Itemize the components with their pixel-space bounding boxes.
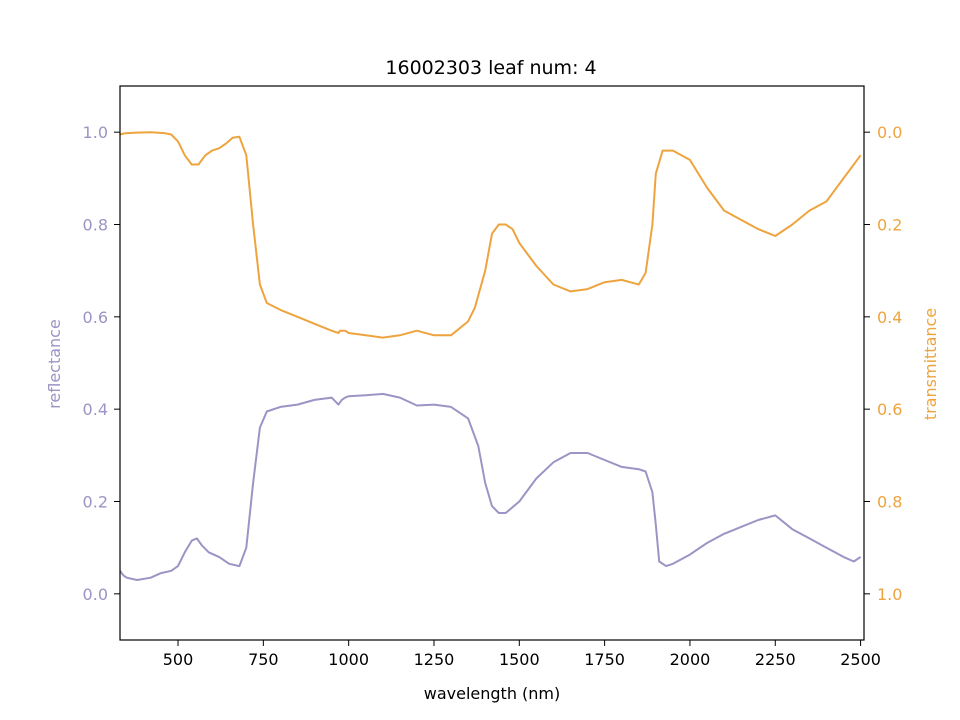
- y-left-tick-label: 0.4: [83, 400, 108, 419]
- plot-area: [119, 131, 862, 581]
- chart-title: 16002303 leaf num: 4: [385, 57, 596, 79]
- series-line-reflectance: [119, 392, 862, 581]
- x-tick-label: 750: [248, 650, 279, 669]
- x-tick-label: 500: [163, 650, 194, 669]
- y-right-tick-label: 0.8: [877, 493, 902, 512]
- x-tick-label: 1500: [499, 650, 540, 669]
- y-left-tick-label: 0.0: [83, 585, 108, 604]
- y-axis-right-label: transmittance: [921, 308, 940, 420]
- y-right-tick-label: 0.2: [877, 216, 902, 235]
- plot-frame: [119, 85, 865, 641]
- y-right-tick-label: 0.6: [877, 400, 902, 419]
- axis-ticks: 500 750 1000 1250 1500 1750 2000 2250 2500 0.0 0.2…: [83, 123, 903, 669]
- y-axis-left-label: reflectance: [45, 319, 64, 409]
- y-left-tick-label: 0.2: [83, 493, 108, 512]
- x-tick-label: 1250: [414, 650, 455, 669]
- x-tick-label: 2000: [670, 650, 711, 669]
- x-tick-label: 1000: [328, 650, 369, 669]
- x-tick-label: 1750: [584, 650, 625, 669]
- x-tick-label: 2500: [840, 650, 881, 669]
- y-right-tick-label: 0.0: [877, 123, 902, 142]
- y-left-tick-label: 0.8: [83, 216, 108, 235]
- y-right-tick-label: 0.4: [877, 308, 902, 327]
- y-left-tick-label: 1.0: [83, 123, 108, 142]
- x-tick-label: 2250: [755, 650, 796, 669]
- series-line-transmittance: [119, 131, 862, 339]
- y-left-tick-label: 0.6: [83, 308, 108, 327]
- y-right-tick-label: 1.0: [877, 585, 902, 604]
- x-axis-label: wavelength (nm): [424, 684, 561, 703]
